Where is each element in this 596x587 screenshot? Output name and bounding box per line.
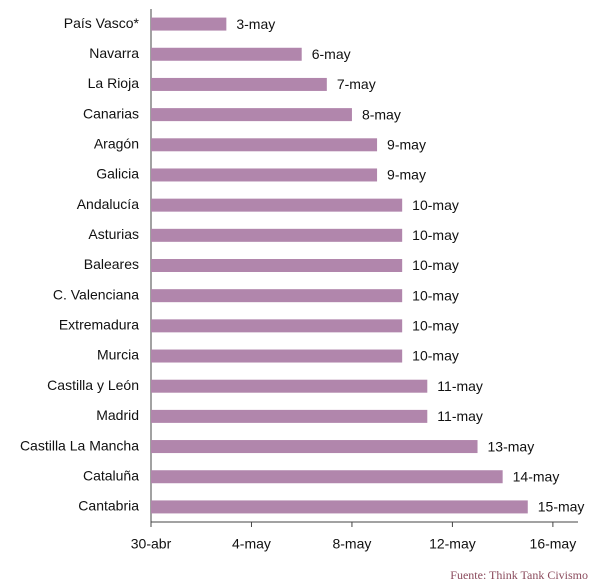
value-label: 15-may — [538, 499, 585, 515]
bar — [151, 198, 403, 212]
y-tick-label: Asturias — [88, 226, 139, 242]
bar — [151, 17, 227, 31]
value-label: 10-may — [412, 257, 459, 273]
y-tick-label: País Vasco* — [64, 15, 140, 31]
value-label: 10-may — [412, 287, 459, 303]
bar — [151, 440, 478, 454]
value-label: 8-may — [362, 106, 401, 122]
value-label: 10-may — [412, 227, 459, 243]
bar — [151, 259, 403, 272]
bar — [151, 47, 302, 61]
value-label: 13-may — [488, 438, 535, 454]
value-label: 11-may — [437, 378, 483, 394]
bar — [151, 500, 528, 514]
y-tick-label: Madrid — [96, 407, 139, 423]
value-label: 7-may — [337, 76, 376, 92]
y-tick-label: Andalucía — [77, 196, 139, 212]
value-label: 10-may — [412, 197, 459, 213]
value-label: 6-may — [312, 46, 351, 62]
value-label: 10-may — [412, 348, 459, 364]
x-tick-label: 8-may — [332, 536, 371, 552]
source: Fuente: Think Tank Civismo — [450, 568, 588, 582]
y-tick-label: Castilla La Mancha — [20, 437, 139, 453]
bar — [151, 319, 403, 333]
value-label: 3-may — [236, 16, 275, 32]
y-tick-label: Murcia — [97, 347, 139, 363]
bar — [151, 138, 378, 152]
bar — [151, 168, 378, 182]
bar — [151, 470, 503, 484]
y-tick-label: Cataluña — [83, 467, 139, 483]
y-tick-label: Canarias — [83, 105, 139, 121]
bar — [151, 379, 428, 393]
y-tick-label: Navarra — [89, 45, 139, 61]
bar — [151, 409, 428, 423]
y-tick-label: Baleares — [84, 256, 139, 272]
y-tick-label: Extremadura — [59, 317, 139, 333]
y-tick-label: Aragón — [94, 135, 139, 151]
bar — [151, 349, 403, 363]
x-tick-label: 12-may — [429, 536, 476, 552]
value-label: 9-may — [387, 167, 426, 183]
y-tick-label: Galicia — [96, 166, 139, 182]
bar — [151, 228, 403, 242]
y-tick-label: La Rioja — [88, 75, 140, 91]
value-label: 14-may — [513, 468, 560, 484]
x-tick-label: 4-may — [232, 536, 271, 552]
value-label: 10-may — [412, 318, 459, 334]
y-tick-label: C. Valenciana — [53, 286, 139, 302]
bar — [151, 289, 403, 303]
y-tick-label: Cantabria — [78, 498, 139, 514]
bar — [151, 108, 352, 122]
x-tick-label: 30-abr — [131, 536, 172, 552]
value-label: 9-may — [387, 136, 426, 152]
value-label: 11-may — [437, 408, 483, 424]
bar — [151, 77, 327, 91]
y-tick-label: Castilla y León — [47, 377, 139, 393]
x-tick-label: 16-may — [530, 536, 577, 552]
